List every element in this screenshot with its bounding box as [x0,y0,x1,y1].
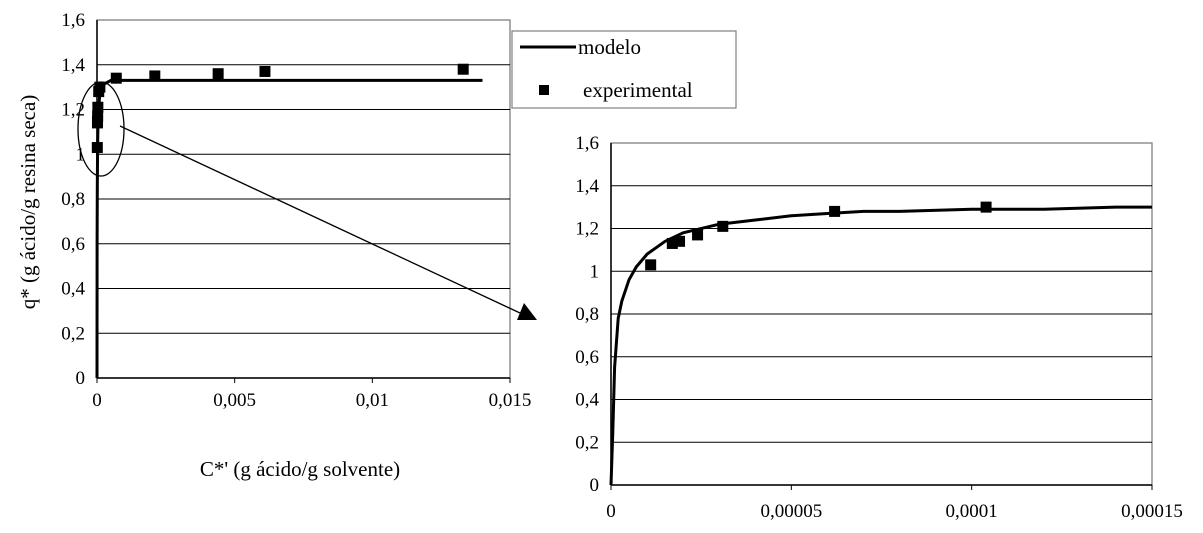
main-experimental-point [92,142,103,153]
main-experimental-point [92,102,103,113]
inset-experimental-point [981,202,992,213]
main-y-tick-label: 1,4 [61,55,85,76]
inset-y-tick-label: 1,6 [575,133,599,154]
main-y-tick-label: 0,6 [61,234,85,255]
inset-y-tick-label: 1,2 [575,219,599,240]
inset-y-tick-label: 1 [590,261,600,282]
main-experimental-point [259,66,270,77]
inset-y-tick-label: 0,8 [575,304,599,325]
main-x-tick-label: 0 [92,390,102,411]
inset-experimental-point [674,236,685,247]
zoom-arrow-head [517,303,537,320]
inset-experimental-point [692,229,703,240]
main-x-tick-label: 0,005 [213,390,256,411]
inset-y-tick-labels: 0 0,2 0,4 0,6 0,8 1 1,2 1,4 1,6 [575,133,599,496]
main-x-tick-label: 0,015 [489,390,532,411]
main-y-tick-label: 1,6 [61,10,85,31]
inset-y-tick-label: 0,6 [575,347,599,368]
legend: modelo experimental [512,31,736,108]
inset-y-tick-label: 0,4 [575,390,599,411]
legend-label-experimental: experimental [583,78,693,102]
main-y-tick-labels: 00,20,40,60,811,21,41,6 [61,10,85,389]
main-x-axis-label: C*' (g ácido/g solvente) [200,457,400,481]
inset-x-tick-labels: 0 0,00005 0,0001 0,00015 [606,501,1183,522]
inset-experimental-point [829,206,840,217]
main-experimental-point [149,70,160,81]
inset-x-tick-label: 0 [606,501,616,522]
inset-y-tick-label: 0,2 [575,432,599,453]
legend-marker-symbol [539,85,549,95]
inset-experimental-point [645,259,656,270]
main-x-tick-labels: 0 0,005 0,01 0,015 [92,390,531,411]
inset-x-tick-label: 0,0001 [946,501,998,522]
main-y-tick-label: 0,8 [61,189,85,210]
main-y-axis-label: q* (g ácido/g resina seca) [16,95,40,310]
main-y-tick-label: 0 [76,368,86,389]
main-experimental-point [111,73,122,84]
inset-x-tick-label: 0,00005 [760,501,822,522]
inset-experimental-point [717,221,728,232]
inset-y-tick-label: 0 [590,475,600,496]
main-y-tick-label: 0,4 [61,279,85,300]
inset-chart: 0 0,2 0,4 0,6 0,8 1 1,2 1,4 1,6 0 0,00005 0,0001 0,… [575,133,1183,522]
main-experimental-point [458,64,469,75]
inset-y-tick-label: 1,4 [575,176,599,197]
main-experimental-point [213,68,224,79]
legend-label-modelo: modelo [578,35,641,59]
main-y-tick-label: 0,2 [61,323,85,344]
inset-x-tick-label: 0,00015 [1121,501,1183,522]
main-chart: 00,20,40,60,811,21,41,6 0 0,005 0,01 0,015 … [16,10,537,481]
main-x-tick-label: 0,01 [356,390,389,411]
